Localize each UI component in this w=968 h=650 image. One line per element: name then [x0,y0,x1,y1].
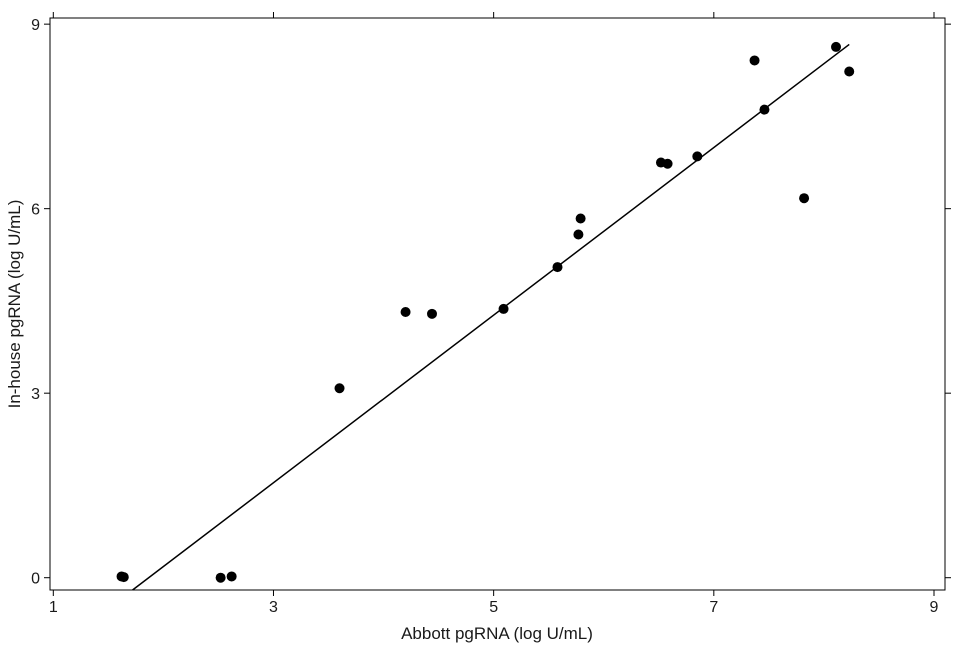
data-point [334,383,345,394]
data-point [552,262,563,273]
fit-line-group [132,43,850,591]
y-tick-label: 0 [31,571,40,588]
data-point [573,229,584,240]
data-point [749,55,760,66]
fit-line [132,43,850,591]
data-point [118,572,129,583]
x-tick-label: 5 [489,599,498,616]
x-axis-title: Abbott pgRNA (log U/mL) [401,624,593,643]
plot-area [49,17,946,591]
data-point [831,41,842,52]
data-point [692,151,703,162]
x-tick-label: 7 [709,599,718,616]
data-point [844,66,855,77]
y-tick-label: 3 [31,386,40,403]
x-tick-label: 1 [49,599,58,616]
y-tick-label: 6 [31,202,40,219]
data-point [575,213,586,224]
y-axis-ticks: 0 3 6 9 [31,17,951,588]
x-axis-ticks: 1 3 5 7 9 [49,12,939,616]
x-tick-label: 3 [269,599,278,616]
data-point [662,158,673,169]
data-point [215,572,226,583]
data-point [426,308,437,319]
y-tick-label: 9 [31,17,40,34]
data-point [400,306,411,317]
data-points [116,41,855,583]
data-point [226,571,237,582]
x-tick-label: 9 [930,599,939,616]
y-axis-title: In-house pgRNA (log U/mL) [5,200,24,409]
data-point [759,104,770,115]
data-point [498,303,509,314]
data-point [799,193,810,204]
